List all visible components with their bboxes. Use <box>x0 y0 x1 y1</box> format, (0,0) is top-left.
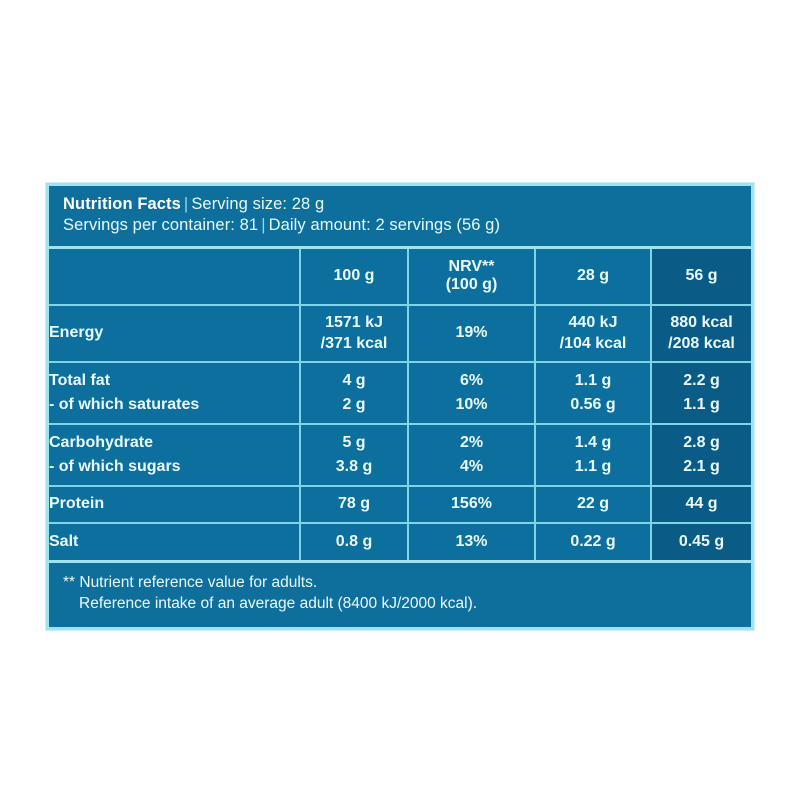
nutrition-footnote: ** Nutrient reference value for adults. … <box>49 559 751 625</box>
row-label-total-fat-main: Total fat <box>49 371 111 389</box>
nutrition-facts-title: Nutrition Facts <box>63 195 181 213</box>
cell-carbohydrate-56g: 2.8 g 2.1 g <box>650 423 751 487</box>
cell-energy-100g-kj: 1571 kJ <box>325 314 383 332</box>
table-header-row: 100 g NRV** (100 g) 28 g 56 g <box>49 248 751 306</box>
cell-total-fat-100g: 4 g 2 g <box>299 361 408 425</box>
row-label-carbohydrate-main: Carbohydrate <box>49 433 154 451</box>
cell-energy-100g-kcal: /371 kcal <box>320 335 388 353</box>
cell-total-fat-28g-main: 1.1 g <box>574 371 612 389</box>
cell-sugars-nrv: 4% <box>459 457 484 475</box>
cell-carbohydrate-100g-main: 5 g <box>342 433 366 451</box>
cell-carbohydrate-56g-main: 2.8 g <box>683 433 720 451</box>
cell-energy-28g-kj: 440 kJ <box>568 314 618 332</box>
daily-amount-text: Daily amount: 2 servings (56 g) <box>268 216 501 235</box>
column-header-blank <box>49 248 300 306</box>
table-row-energy: Energy 1571 kJ /371 kcal 19% 440 kJ /104… <box>49 304 751 363</box>
servings-per-container-text: Servings per container: 81 <box>63 216 259 235</box>
cell-energy-56g-kcal1: 880 kcal <box>670 314 733 332</box>
cell-total-fat-56g: 2.2 g 1.1 g <box>650 361 751 425</box>
row-label-salt: Salt <box>49 522 300 560</box>
cell-saturates-56g: 1.1 g <box>683 395 720 413</box>
row-label-protein: Protein <box>49 485 300 524</box>
cell-saturates-nrv: 10% <box>455 395 488 413</box>
column-header-56g: 56 g <box>650 248 751 306</box>
cell-total-fat-nrv-main: 6% <box>459 371 484 389</box>
cell-energy-100g: 1571 kJ /371 kcal <box>299 304 408 363</box>
cell-salt-nrv: 13% <box>407 522 535 560</box>
row-label-carbohydrate: Carbohydrate - of which sugars <box>49 423 300 487</box>
column-header-28g: 28 g <box>534 248 651 306</box>
cell-total-fat-nrv: 6% 10% <box>407 361 535 425</box>
meta-line-serving: Nutrition Facts | Serving size: 28 g <box>63 194 737 215</box>
serving-size-text: Serving size: 28 g <box>191 195 325 213</box>
cell-sugars-100g: 3.8 g <box>335 457 373 475</box>
cell-carbohydrate-nrv-main: 2% <box>459 433 484 451</box>
column-header-nrv-line2: (100 g) <box>445 276 498 294</box>
meta-separator-2: | <box>261 216 266 235</box>
cell-total-fat-28g: 1.1 g 0.56 g <box>534 361 651 425</box>
nutrition-meta-block: Nutrition Facts | Serving size: 28 g Servi… <box>49 186 751 249</box>
column-header-nrv-line1: NRV** <box>448 258 495 276</box>
cell-energy-56g-kcal2: /208 kcal <box>668 335 735 353</box>
cell-protein-56g: 44 g <box>650 485 751 524</box>
cell-carbohydrate-100g: 5 g 3.8 g <box>299 423 408 487</box>
column-header-nrv: NRV** (100 g) <box>407 248 535 306</box>
cell-energy-28g-kcal: /104 kcal <box>559 335 627 353</box>
cell-salt-28g: 0.22 g <box>534 522 651 560</box>
cell-carbohydrate-28g-main: 1.4 g <box>574 433 612 451</box>
column-header-100g: 100 g <box>299 248 408 306</box>
cell-carbohydrate-28g: 1.4 g 1.1 g <box>534 423 651 487</box>
cell-energy-56g: 880 kcal /208 kcal <box>650 304 751 363</box>
cell-energy-28g: 440 kJ /104 kcal <box>534 304 651 363</box>
row-label-saturates: - of which saturates <box>49 395 200 413</box>
table-row-protein: Protein 78 g 156% 22 g 44 g <box>49 485 751 524</box>
nutrition-table: 100 g NRV** (100 g) 28 g 56 g Energy 157… <box>49 248 751 560</box>
table-row-carbohydrate: Carbohydrate - of which sugars 5 g 3.8 g… <box>49 423 751 487</box>
footnote-line-2: Reference intake of an average adult (84… <box>79 595 478 613</box>
table-row-salt: Salt 0.8 g 13% 0.22 g 0.45 g <box>49 522 751 560</box>
footnote-line-1: ** Nutrient reference value for adults. <box>63 573 318 591</box>
meta-line-servings: Servings per container: 81 | Daily amount:… <box>63 215 737 236</box>
cell-sugars-56g: 2.1 g <box>683 457 720 475</box>
cell-salt-56g: 0.45 g <box>650 522 751 560</box>
cell-protein-nrv: 156% <box>407 485 535 524</box>
row-label-energy: Energy <box>49 304 300 363</box>
nutrition-facts-panel: Nutrition Facts | Serving size: 28 g Servi… <box>46 183 754 630</box>
row-label-total-fat: Total fat - of which saturates <box>49 361 300 425</box>
cell-total-fat-56g-main: 2.2 g <box>683 371 720 389</box>
cell-energy-nrv: 19% <box>407 304 535 363</box>
cell-salt-100g: 0.8 g <box>299 522 408 560</box>
cell-saturates-100g: 2 g <box>342 395 366 413</box>
row-label-sugars: - of which sugars <box>49 457 181 475</box>
cell-sugars-28g: 1.1 g <box>574 457 612 475</box>
meta-separator-1: | <box>183 195 189 213</box>
cell-total-fat-100g-main: 4 g <box>342 371 366 389</box>
table-row-total-fat: Total fat - of which saturates 4 g 2 g 6… <box>49 361 751 425</box>
cell-carbohydrate-nrv: 2% 4% <box>407 423 535 487</box>
cell-protein-28g: 22 g <box>534 485 651 524</box>
cell-saturates-28g: 0.56 g <box>570 395 616 413</box>
cell-protein-100g: 78 g <box>299 485 408 524</box>
